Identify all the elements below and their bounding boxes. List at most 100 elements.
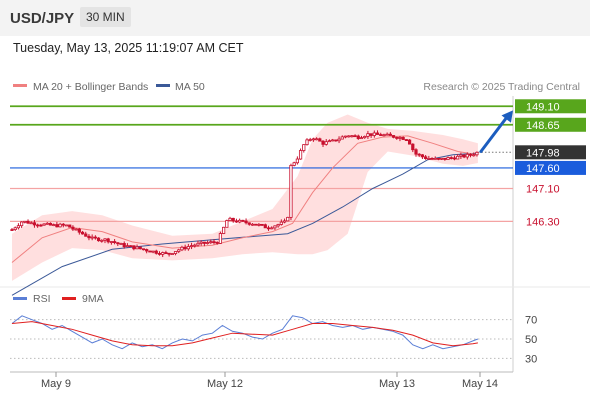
candle-body bbox=[90, 236, 94, 239]
candle-body bbox=[347, 135, 351, 138]
candle-body bbox=[238, 219, 242, 223]
bollinger-band bbox=[12, 114, 478, 281]
candle-body bbox=[132, 245, 136, 250]
candle-body bbox=[122, 243, 126, 248]
candle-body bbox=[39, 224, 43, 227]
candle-body bbox=[36, 224, 40, 227]
candle-body bbox=[260, 223, 264, 226]
x-tick-label: May 14 bbox=[462, 378, 498, 390]
candle-body bbox=[340, 136, 344, 140]
candle-body bbox=[359, 137, 364, 140]
candle-body bbox=[369, 133, 373, 136]
candle-body bbox=[401, 137, 405, 140]
candle-body bbox=[318, 138, 322, 142]
timeframe-button[interactable]: 30 MIN bbox=[80, 7, 131, 27]
candle-body bbox=[234, 220, 239, 223]
copyright-text: Research © 2025 Trading Central bbox=[423, 81, 580, 93]
candle-body bbox=[145, 249, 149, 252]
candle-body bbox=[443, 157, 447, 160]
candle-body bbox=[375, 132, 380, 135]
candle-body bbox=[154, 250, 158, 254]
candle-body bbox=[170, 253, 174, 255]
candle-body bbox=[173, 251, 178, 254]
resistance-label-box bbox=[515, 99, 586, 114]
candle-body bbox=[52, 224, 56, 226]
candle-body bbox=[183, 246, 187, 250]
candle-body bbox=[68, 224, 72, 228]
candle-body bbox=[282, 220, 287, 223]
candle-body bbox=[452, 157, 457, 160]
rsi-ma-legend-label: 9MA bbox=[82, 293, 104, 305]
bollinger-band-area bbox=[12, 114, 478, 281]
candle-body bbox=[433, 157, 437, 160]
candle-body bbox=[20, 221, 24, 227]
candle-body bbox=[167, 252, 171, 255]
candle-body bbox=[266, 227, 271, 230]
candle-body bbox=[180, 246, 184, 251]
candle-body bbox=[308, 139, 312, 141]
candle-body bbox=[424, 156, 428, 159]
candle-body bbox=[305, 139, 309, 146]
candle-body bbox=[13, 227, 17, 231]
candle-body bbox=[93, 236, 97, 239]
candle-body bbox=[404, 139, 408, 141]
rsi-tick-label: 70 bbox=[525, 315, 537, 327]
candle-body bbox=[61, 223, 65, 226]
candle-body bbox=[295, 158, 299, 164]
candle-body bbox=[465, 153, 469, 158]
ma20-line bbox=[11, 135, 478, 263]
ma50-line bbox=[11, 152, 478, 296]
rsi-tick-label: 50 bbox=[525, 334, 537, 346]
price-level-lines bbox=[10, 105, 513, 222]
candle-body bbox=[138, 246, 142, 250]
pivot-price-label: 147.60 bbox=[526, 163, 560, 175]
candle-body bbox=[257, 223, 261, 226]
candle-body bbox=[273, 225, 277, 229]
candle-body bbox=[45, 222, 49, 225]
candle-body bbox=[80, 231, 85, 235]
pivot-label-box bbox=[515, 160, 586, 175]
candle-body bbox=[414, 149, 418, 155]
rsi-ma-legend-swatch bbox=[62, 297, 76, 300]
candle-body bbox=[343, 135, 348, 138]
rsi-series-rsi bbox=[11, 315, 479, 350]
candle-body bbox=[141, 248, 146, 251]
candle-body bbox=[186, 246, 190, 250]
candle-body bbox=[427, 158, 431, 160]
candle-body bbox=[456, 155, 460, 160]
candle-body bbox=[42, 223, 46, 226]
candle-body bbox=[302, 144, 306, 151]
candle-body bbox=[324, 141, 328, 145]
candle-body bbox=[440, 157, 444, 160]
candle-body bbox=[225, 220, 229, 228]
forecast-arrow bbox=[479, 110, 513, 153]
candle-body bbox=[353, 135, 357, 138]
candle-body bbox=[263, 224, 267, 229]
candle-body bbox=[177, 249, 181, 252]
candle-body bbox=[71, 226, 75, 230]
candle-body bbox=[215, 241, 219, 244]
candle-body bbox=[116, 242, 120, 245]
moving-averages bbox=[11, 135, 478, 296]
candle-body bbox=[106, 238, 110, 243]
candle-body bbox=[157, 253, 162, 255]
candle-body bbox=[84, 233, 88, 237]
resistance-price-label: 149.10 bbox=[526, 101, 560, 113]
forecast-arrow-shaft bbox=[479, 112, 511, 153]
candle-body bbox=[417, 153, 421, 156]
candle-body bbox=[385, 133, 389, 136]
candle-body bbox=[356, 135, 360, 139]
candle-body bbox=[161, 252, 165, 255]
candle-body bbox=[372, 132, 376, 136]
candle-body bbox=[202, 241, 206, 244]
candle-body bbox=[58, 223, 62, 228]
candle-body bbox=[196, 242, 200, 246]
candle-body bbox=[388, 133, 392, 136]
candle-body bbox=[23, 220, 27, 223]
candle-body bbox=[209, 241, 213, 244]
ma50-legend-swatch bbox=[156, 84, 170, 87]
candle-body bbox=[363, 136, 367, 139]
timestamp: Tuesday, May 13, 2025 11:19:07 AM CET bbox=[13, 41, 244, 55]
candle-body bbox=[446, 157, 450, 160]
candle-body bbox=[151, 250, 155, 253]
